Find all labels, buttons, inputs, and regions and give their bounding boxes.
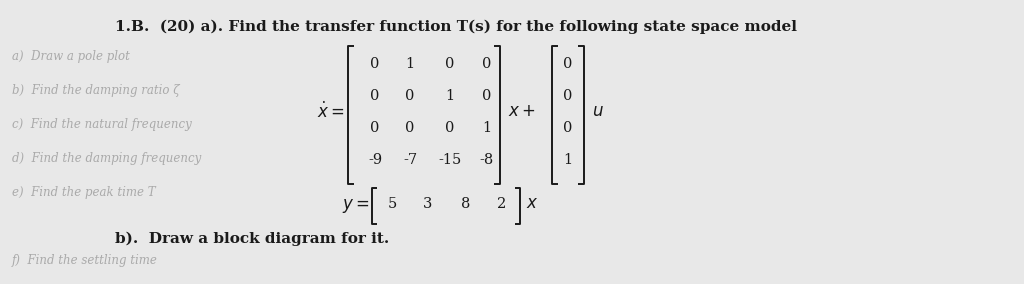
Text: $x +$: $x +$ [508, 103, 536, 120]
Text: b)  Find the damping ratio ζ: b) Find the damping ratio ζ [12, 84, 179, 97]
Text: -15: -15 [438, 153, 462, 167]
Text: 1: 1 [563, 153, 572, 167]
Text: 3: 3 [423, 197, 433, 211]
Text: c)  Find the natural frequency: c) Find the natural frequency [12, 118, 191, 131]
Text: 0: 0 [563, 89, 572, 103]
Text: 0: 0 [482, 57, 492, 71]
Text: 1: 1 [406, 57, 415, 71]
Text: 0: 0 [563, 121, 572, 135]
Text: -8: -8 [480, 153, 495, 167]
Text: 1: 1 [445, 89, 455, 103]
Text: 8: 8 [462, 197, 471, 211]
Text: e)  Find the peak time T: e) Find the peak time T [12, 186, 156, 199]
Text: 1.B.  (20) a). Find the transfer function T(s) for the following state space mod: 1.B. (20) a). Find the transfer function… [115, 20, 797, 34]
Text: -9: -9 [368, 153, 382, 167]
Text: 0: 0 [445, 57, 455, 71]
Text: f)  Find the settling time: f) Find the settling time [12, 254, 158, 267]
Text: 1: 1 [482, 121, 492, 135]
Text: 2: 2 [498, 197, 507, 211]
Text: 0: 0 [406, 89, 415, 103]
Text: b).  Draw a block diagram for it.: b). Draw a block diagram for it. [115, 232, 389, 247]
Text: -7: -7 [402, 153, 417, 167]
Text: 0: 0 [371, 89, 380, 103]
Text: $u$: $u$ [592, 103, 604, 120]
Text: 0: 0 [406, 121, 415, 135]
Text: 0: 0 [371, 121, 380, 135]
Text: 0: 0 [482, 89, 492, 103]
Text: $y =$: $y =$ [342, 197, 370, 215]
Text: $x$: $x$ [526, 195, 539, 212]
Text: d)  Find the damping frequency: d) Find the damping frequency [12, 152, 202, 165]
Text: 0: 0 [445, 121, 455, 135]
Text: 0: 0 [563, 57, 572, 71]
Text: $\dot{x} =$: $\dot{x} =$ [317, 102, 345, 122]
Text: 0: 0 [371, 57, 380, 71]
Text: 5: 5 [387, 197, 396, 211]
Text: a)  Draw a pole plot: a) Draw a pole plot [12, 50, 130, 63]
